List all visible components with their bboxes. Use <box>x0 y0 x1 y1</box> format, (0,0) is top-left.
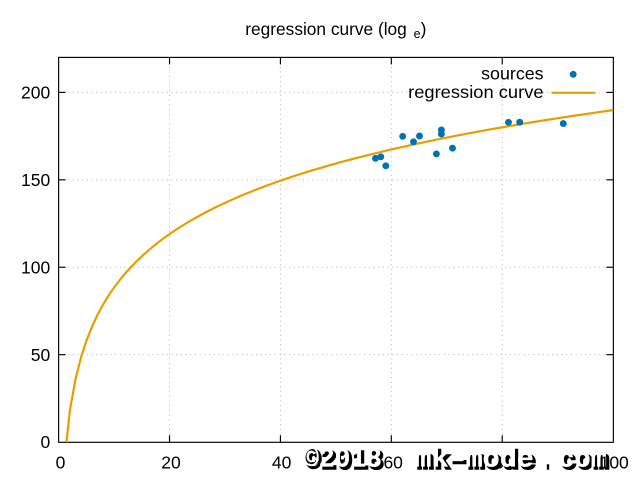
svg-text:.: . <box>545 447 552 477</box>
svg-text:regression curve (log: regression curve (log <box>245 19 406 39</box>
svg-text:com: com <box>561 447 610 477</box>
svg-text:0: 0 <box>56 452 66 472</box>
svg-text:100: 100 <box>600 452 629 472</box>
svg-text:mk–mode: mk–mode <box>414 444 534 474</box>
svg-text:.: . <box>542 444 549 474</box>
svg-text:40: 40 <box>272 452 292 472</box>
svg-text:50: 50 <box>31 345 51 365</box>
svg-text:©2018: ©2018 <box>303 444 382 474</box>
svg-text:): ) <box>421 19 427 39</box>
svg-text:20: 20 <box>161 452 181 472</box>
svg-text:0: 0 <box>40 432 50 452</box>
svg-text:com: com <box>558 444 607 474</box>
svg-text:sources: sources <box>481 63 544 83</box>
svg-text:80: 80 <box>494 452 514 472</box>
svg-text:200: 200 <box>21 82 50 102</box>
svg-text:60: 60 <box>383 452 403 472</box>
svg-text:mk–mode: mk–mode <box>417 447 537 477</box>
svg-text:e: e <box>414 27 421 41</box>
svg-text:100: 100 <box>21 257 50 277</box>
svg-text:©2018: ©2018 <box>306 447 385 477</box>
svg-text:150: 150 <box>21 170 50 190</box>
svg-text:regression curve: regression curve <box>408 82 544 102</box>
